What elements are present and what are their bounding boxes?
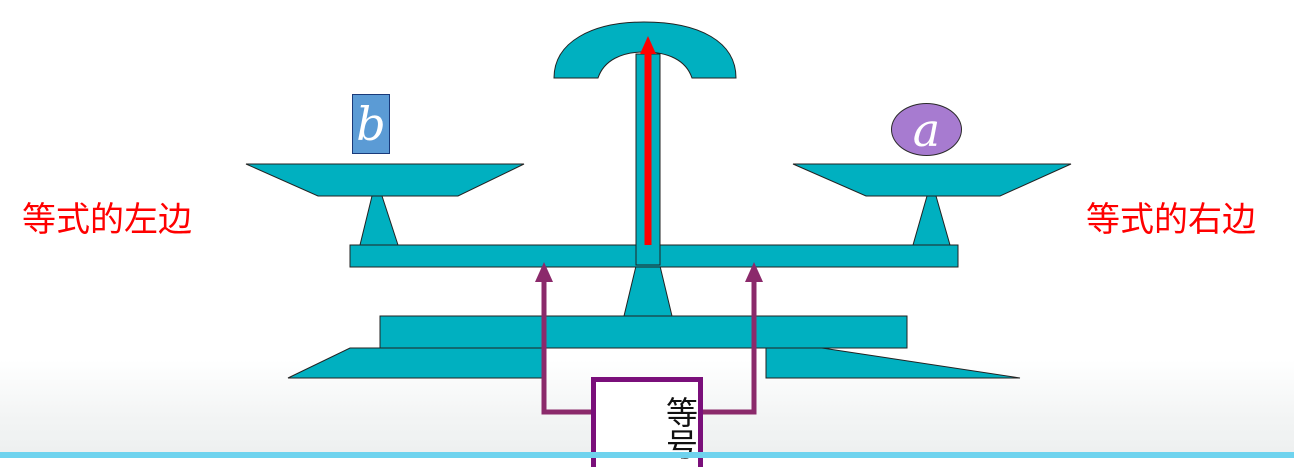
base-foot-left xyxy=(287,347,543,379)
base-block xyxy=(379,315,908,349)
equal-sign-label: 等号 xyxy=(661,396,699,460)
right-pan xyxy=(792,163,1072,197)
left-equal-arrow xyxy=(541,280,591,415)
center-post-base xyxy=(623,265,673,317)
left-pan xyxy=(245,163,525,197)
scale-body xyxy=(245,21,1072,379)
left-pan-item-b: b xyxy=(352,94,390,154)
base-foot-right xyxy=(765,347,1021,379)
balance-diagram: 等式的左边 等式的右边 b a 等号 xyxy=(0,21,1294,467)
right-equal-arrow xyxy=(703,280,757,415)
left-arrowhead xyxy=(535,262,553,282)
right-pan-item-a: a xyxy=(891,103,962,156)
right-pan-stand xyxy=(912,195,951,246)
balance-scale xyxy=(245,21,1072,415)
equal-arrows xyxy=(541,280,757,415)
right-side-label: 等式的右边 xyxy=(1086,200,1256,240)
left-side-label: 等式的左边 xyxy=(22,200,192,240)
right-arrowhead xyxy=(745,262,763,282)
left-pan-stand xyxy=(359,195,399,246)
bottom-divider xyxy=(0,452,1294,458)
pointer-arrow xyxy=(640,36,656,245)
